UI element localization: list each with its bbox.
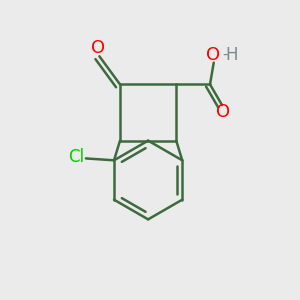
Text: H: H <box>226 46 238 64</box>
Text: O: O <box>206 46 220 64</box>
Text: O: O <box>216 103 230 121</box>
Text: O: O <box>91 39 105 57</box>
Text: Cl: Cl <box>68 148 85 166</box>
Text: -: - <box>222 47 228 62</box>
